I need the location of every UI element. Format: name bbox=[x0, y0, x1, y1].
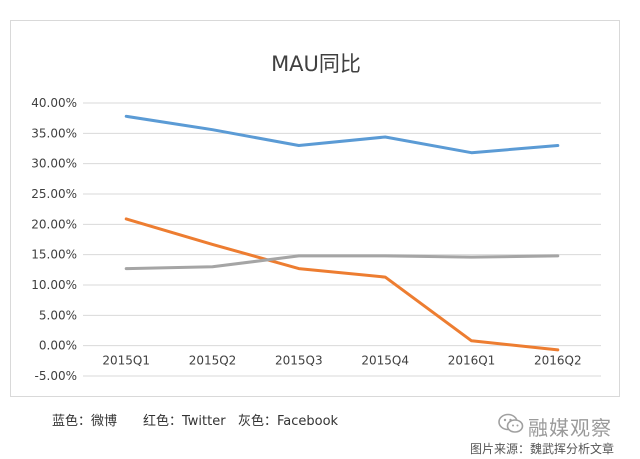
legend-note-facebook: 灰色：Facebook bbox=[238, 414, 339, 429]
x-tick-label: 2015Q3 bbox=[275, 354, 323, 368]
series-line-1 bbox=[124, 217, 560, 352]
chart-frame: MAU同比 40.00% 35.00% 30.00% 25.00% 20.00% 15.0… bbox=[10, 20, 620, 397]
y-axis-ticks: 40.00% 35.00% 30.00% 25.00% 20.00% 15.00% 10.0… bbox=[31, 96, 77, 383]
watermark-name: 融媒观察 bbox=[528, 416, 612, 440]
y-tick-label: 25.00% bbox=[31, 187, 77, 201]
y-tick-label: 5.00% bbox=[39, 308, 77, 322]
series-line-2 bbox=[124, 254, 560, 271]
y-tick-label: 30.00% bbox=[31, 157, 77, 171]
legend-note-weibo: 蓝色：微博 bbox=[52, 414, 118, 429]
x-tick-label: 2015Q2 bbox=[189, 354, 237, 368]
watermark-source: 图片来源：魏武挥分析文章 bbox=[470, 442, 615, 456]
x-tick-label: 2015Q4 bbox=[361, 354, 409, 368]
gridlines bbox=[83, 102, 601, 377]
y-tick-label: -5.00% bbox=[35, 369, 77, 383]
wechat-icon bbox=[498, 413, 524, 433]
x-axis-ticks: 2015Q1 2015Q2 2015Q3 2015Q4 2016Q1 2016Q2 bbox=[102, 354, 581, 368]
x-tick-label: 2016Q1 bbox=[448, 354, 496, 368]
y-tick-label: 0.00% bbox=[39, 339, 77, 353]
mau-line-chart: MAU同比 40.00% 35.00% 30.00% 25.00% 20.00% 15.0… bbox=[31, 52, 601, 383]
legend-note-twitter: 红色：Twitter bbox=[143, 414, 226, 429]
y-tick-label: 20.00% bbox=[31, 217, 77, 231]
y-tick-label: 10.00% bbox=[31, 278, 77, 292]
y-tick-label: 35.00% bbox=[31, 126, 77, 140]
y-tick-label: 40.00% bbox=[31, 96, 77, 110]
y-tick-label: 15.00% bbox=[31, 248, 77, 262]
series-lines bbox=[124, 114, 560, 352]
x-tick-label: 2016Q2 bbox=[534, 354, 582, 368]
chart-title: MAU同比 bbox=[271, 52, 361, 76]
series-line-0 bbox=[124, 114, 560, 155]
x-tick-label: 2015Q1 bbox=[102, 354, 150, 368]
